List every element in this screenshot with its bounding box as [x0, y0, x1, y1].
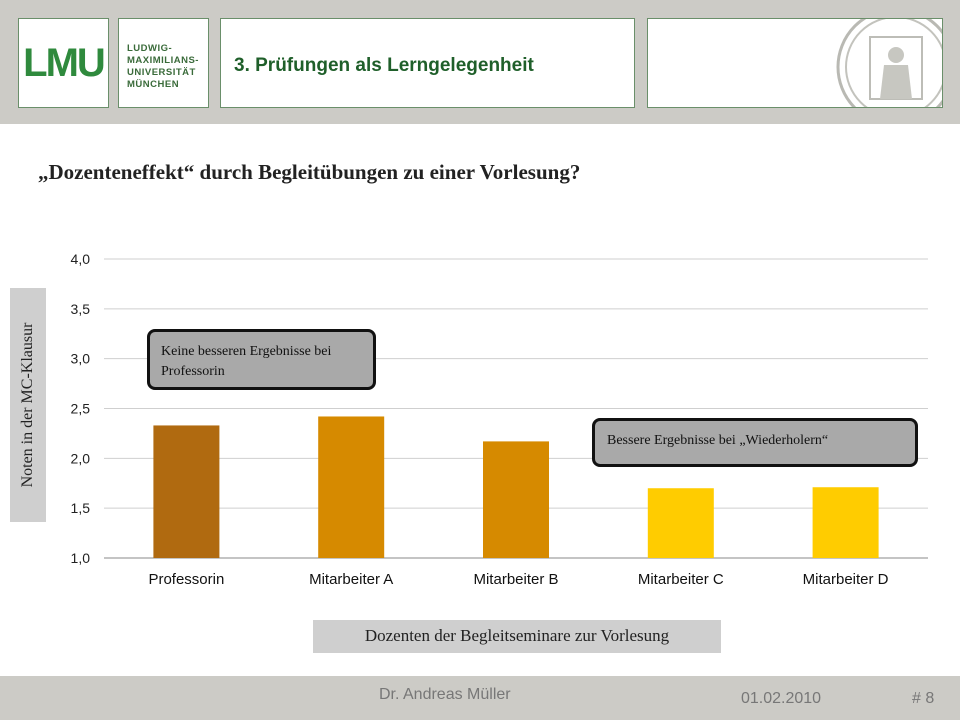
y-axis-label: Noten in der MC-Klausur [19, 322, 36, 488]
y-tick-label: 2,0 [71, 450, 91, 466]
y-tick-label: 3,5 [71, 301, 91, 317]
university-name-line: MAXIMILIANS- [127, 55, 199, 66]
y-tick-label: 2,5 [71, 401, 91, 417]
y-tick-label: 1,5 [71, 500, 91, 516]
university-name-line: UNIVERSITÄT [127, 67, 196, 78]
slide-heading: „Dozenteneffekt“ durch Begleitübungen zu… [38, 160, 581, 184]
x-tick-label: Mitarbeiter D [803, 571, 889, 588]
seal-icon [836, 19, 942, 107]
y-tick-label: 3,0 [71, 351, 91, 367]
university-name-line: LUDWIG- [127, 43, 173, 54]
callout-repeaters: Bessere Ergebnisse bei „Wiederholern“ [592, 418, 918, 467]
lmu-logo: LMU [18, 18, 109, 108]
bar-3 [647, 488, 714, 558]
x-tick-label: Mitarbeiter C [638, 571, 724, 588]
bar-1 [318, 416, 385, 558]
y-tick-label: 4,0 [71, 251, 91, 267]
x-axis-label: Dozenten der Begleitseminare zur Vorlesu… [364, 626, 670, 645]
x-axis-label-box: Dozenten der Begleitseminare zur Vorlesu… [313, 620, 721, 653]
x-tick-label: Professorin [148, 571, 224, 588]
footer-author: Dr. Andreas Müller [379, 686, 511, 703]
footer-bar: Dr. Andreas Müller 01.02.2010 # 8 [0, 676, 960, 720]
y-axis-label-box: Noten in der MC-Klausur [10, 288, 46, 522]
university-seal [647, 18, 943, 108]
bar-0 [153, 425, 220, 558]
university-name-box: LUDWIG- MAXIMILIANS- UNIVERSITÄT MÜNCHEN [118, 18, 209, 108]
lmu-logo-text: LMU [23, 40, 106, 85]
slide-title: 3. Prüfungen als Lerngelegenheit [234, 55, 534, 76]
bar-4 [812, 487, 879, 558]
footer-date: 01.02.2010 [741, 690, 822, 707]
slide-title-box: 3. Prüfungen als Lerngelegenheit [220, 18, 635, 108]
y-tick-label: 1,0 [71, 550, 91, 566]
university-name-line: MÜNCHEN [127, 79, 180, 90]
footer-page-number: # 8 [912, 690, 935, 707]
bar-2 [483, 441, 549, 558]
callout-professor: Keine besseren Ergebnisse bei Professori… [147, 329, 376, 390]
x-tick-label: Mitarbeiter B [473, 571, 558, 588]
x-tick-label: Mitarbeiter A [309, 571, 393, 588]
